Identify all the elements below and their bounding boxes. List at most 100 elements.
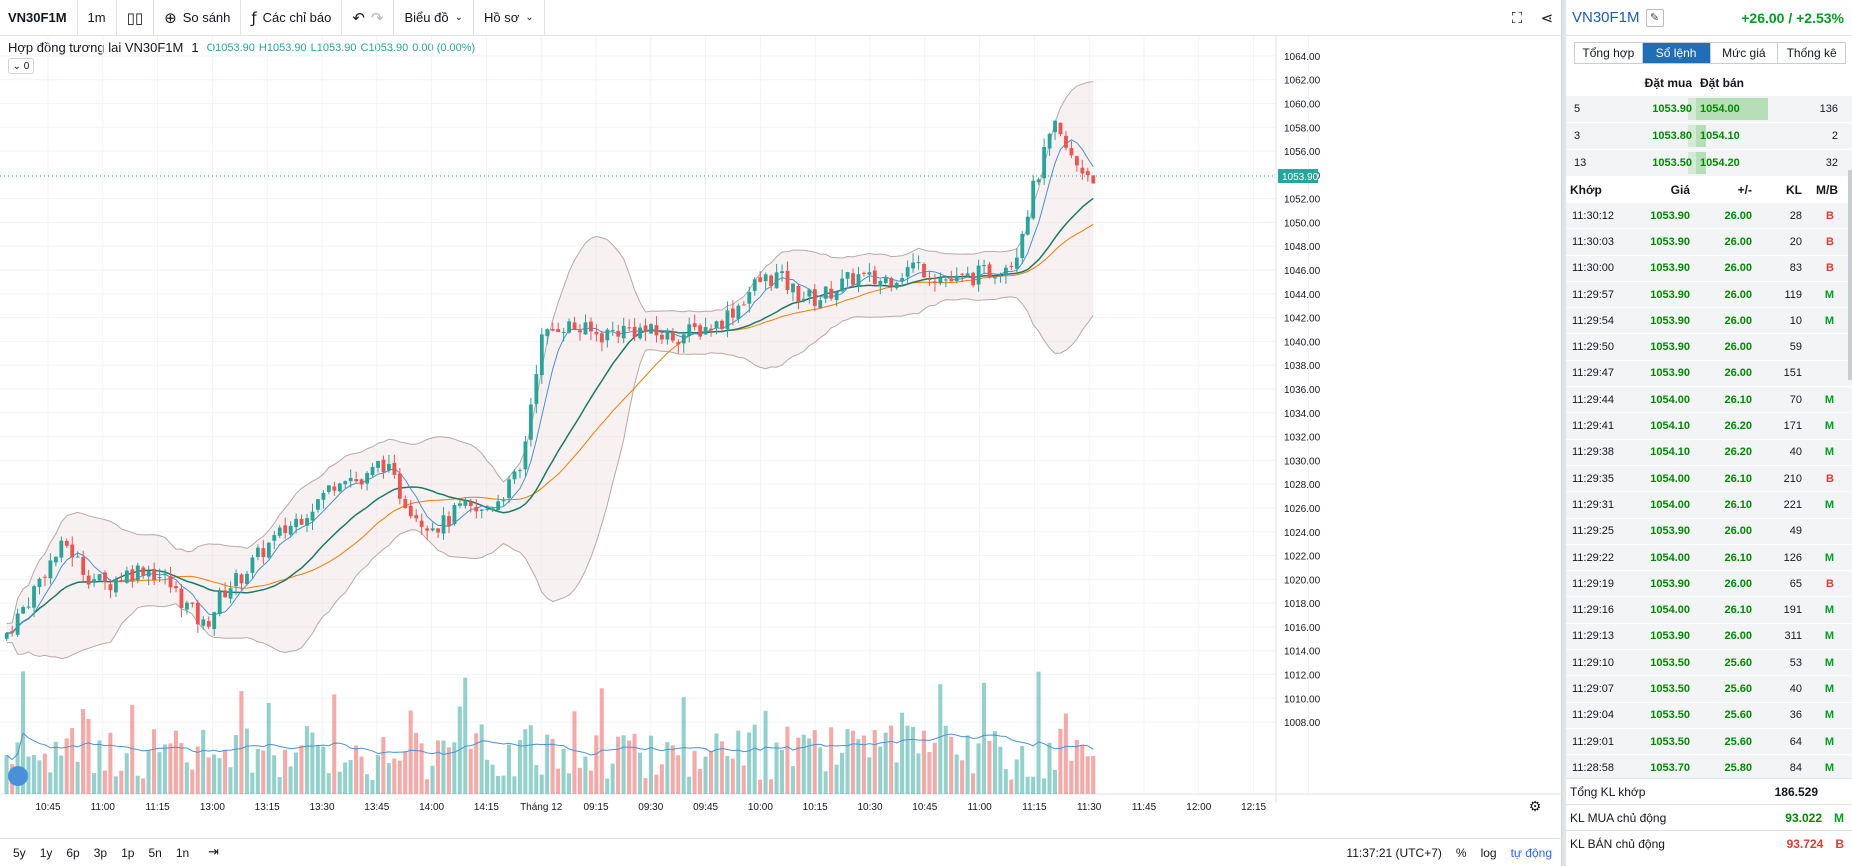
volume-bar (326, 773, 331, 794)
range-button-1n[interactable]: 1n (175, 845, 190, 860)
volume-bar (430, 765, 435, 794)
orderbook-row[interactable]: 13 1053.50 1054.20 32 (1566, 150, 1852, 176)
chart-menu-button[interactable]: Biểu đồ ⌄ (394, 0, 474, 36)
candle-body (310, 511, 315, 521)
trade-change: 26.00 (1724, 235, 1752, 248)
candles (4, 120, 1096, 642)
trade-row[interactable]: 11:30:03 1053.90 26.00 20 B (1566, 229, 1852, 256)
range-button-1p[interactable]: 1p (121, 845, 135, 860)
trade-row[interactable]: 11:29:13 1053.90 26.00 311 M (1566, 623, 1852, 651)
summary-sell-tag: B (1835, 836, 1844, 851)
trade-row[interactable]: 11:29:47 1053.90 26.00 151 (1566, 360, 1852, 388)
trade-price: 1053.90 (1650, 314, 1690, 327)
time-tick: 13:15 (255, 802, 280, 813)
trade-row[interactable]: 11:28:58 1053.70 25.80 84 M (1566, 755, 1852, 778)
price-tick: 1016.00 (1284, 623, 1321, 634)
range-button-1y[interactable]: 1y (39, 845, 53, 860)
trade-row[interactable]: 11:29:50 1053.90 26.00 59 (1566, 334, 1852, 361)
legend-title[interactable]: Hợp đồng tương lai VN30F1M (8, 40, 184, 55)
candle-body (474, 506, 479, 512)
chart-type-button[interactable]: ▯▯ (117, 0, 155, 36)
candle-body (627, 327, 632, 329)
clock[interactable]: 11:37:21 (UTC+7) (1346, 846, 1442, 860)
trade-row[interactable]: 11:29:44 1054.00 26.10 70 M (1566, 387, 1852, 414)
legend-ohlc: O1053.90 H1053.90 L1053.90 C1053.90 0.00 (0.… (207, 42, 480, 54)
time-axis[interactable]: 10:45 11:00 11:15 13:00 13:15 13:30 13:45 14:00… (35, 802, 1266, 813)
profile-menu-button[interactable]: Hồ sơ ⌄ (474, 0, 545, 36)
price-chart[interactable]: 1064.001062.001060.001058.001056.001054.… (0, 36, 1562, 838)
trade-change: 26.00 (1724, 525, 1752, 538)
trade-row[interactable]: 11:29:54 1053.90 26.00 10 M (1566, 308, 1852, 335)
volume-bar (637, 752, 643, 794)
candle-body (561, 331, 566, 333)
chart-area[interactable]: VN30F1M 1m ▯▯ ⊕ So sánh ƒ Các chỉ báo ↶ ↷ B… (0, 0, 1562, 866)
volume-bar (900, 712, 905, 794)
trade-row[interactable]: 11:30:12 1053.90 26.00 28 B (1566, 203, 1852, 230)
trade-change: 25.80 (1724, 761, 1752, 774)
candle-body (1003, 267, 1008, 276)
volume-bar (534, 765, 539, 794)
goto-date-icon[interactable]: ⇥ (208, 845, 220, 860)
legend-change: 0.00 (0.00%) (412, 41, 476, 54)
trade-row[interactable]: 11:29:35 1054.00 26.10 210 B (1566, 465, 1852, 493)
trade-row[interactable]: 11:30:00 1053.90 26.00 83 B (1566, 255, 1852, 282)
trade-time: 11:29:31 (1572, 498, 1615, 511)
orderbook-row[interactable]: 3 1053.80 1054.10 2 (1566, 123, 1852, 149)
orderbook-row[interactable]: 5 1053.90 1054.00 136 (1566, 96, 1852, 122)
legend-toggle-button[interactable]: ⌄ 0 (8, 58, 34, 74)
trade-row[interactable]: 11:29:22 1054.00 26.10 126 M (1566, 544, 1852, 572)
auto-scale-toggle[interactable]: tự động (1510, 846, 1552, 860)
settings-icon[interactable]: ⚙ (1529, 799, 1542, 815)
indicators-button[interactable]: ƒ Các chỉ báo (241, 0, 343, 36)
trade-row[interactable]: 11:29:41 1054.10 26.20 171 M (1566, 413, 1852, 440)
panel-tab-2[interactable]: Mức giá (1711, 43, 1779, 63)
trade-row[interactable]: 11:29:07 1053.50 25.60 40 M (1566, 676, 1852, 703)
panel-tab-0[interactable]: Tổng hợp (1575, 43, 1643, 63)
volume-bar (452, 742, 457, 794)
volume-bar (321, 746, 326, 794)
volume-bar (643, 778, 648, 794)
time-tick: 11:15 (145, 802, 170, 813)
undo-icon[interactable]: ↶ (352, 8, 365, 27)
candle-body (949, 278, 954, 282)
trades-scrollbar[interactable] (1848, 170, 1852, 380)
symbol-search[interactable]: VN30F1M (0, 0, 78, 36)
range-button-3p[interactable]: 3p (93, 845, 108, 860)
volume-bar (435, 740, 440, 794)
panel-tab-3[interactable]: Thống kê (1786, 46, 1837, 60)
trade-row[interactable]: 11:29:16 1054.00 26.10 191 M (1566, 597, 1852, 624)
candle-body (829, 288, 834, 299)
candle-body (862, 272, 866, 274)
candle-body (223, 590, 228, 598)
interval-selector[interactable]: 1m (78, 0, 117, 36)
volume-bar (889, 725, 894, 794)
candle-body (665, 330, 670, 340)
brand-logo-icon (8, 766, 28, 786)
panel-header: VN30F1M ✎ +26.00 / +2.53% (1566, 0, 1852, 36)
percent-toggle[interactable]: % (1455, 846, 1467, 860)
redo-icon[interactable]: ↷ (370, 8, 384, 27)
volume-bar (823, 771, 828, 794)
panel-tab-1[interactable]: Sổ lệnh (1642, 43, 1711, 63)
trade-row[interactable]: 11:29:57 1053.90 26.00 119 M (1566, 281, 1852, 309)
trade-row[interactable]: 11:29:19 1053.90 26.00 65 B (1566, 571, 1852, 598)
trade-row[interactable]: 11:29:01 1053.50 25.60 64 M (1566, 728, 1852, 756)
range-button-5n[interactable]: 5n (148, 845, 162, 860)
compare-button[interactable]: ⊕ So sánh (154, 0, 242, 36)
range-button-5y[interactable]: 5y (13, 845, 26, 860)
candle-body (152, 568, 157, 581)
edit-icon[interactable]: ✎ (1645, 8, 1664, 27)
trade-row[interactable]: 11:29:04 1053.50 25.60 36 M (1566, 702, 1852, 729)
range-button-6p[interactable]: 6p (66, 845, 80, 860)
log-toggle[interactable]: log (1480, 846, 1497, 860)
share-icon[interactable]: ⋖ (1540, 9, 1554, 27)
trade-row[interactable]: 11:29:25 1053.90 26.00 49 (1566, 518, 1852, 545)
trade-row[interactable]: 11:29:10 1053.50 25.60 53 M (1566, 650, 1852, 677)
price-axis[interactable]: 1064.001062.001060.001058.001056.001054.… (1284, 52, 1321, 729)
candle-body (780, 271, 784, 274)
trades-list[interactable]: 11:30:12 1053.90 26.00 28 B 11:30:03 1053.90 26… (1566, 203, 1852, 778)
trade-row[interactable]: 11:29:38 1054.10 26.20 40 M (1566, 439, 1852, 466)
fullscreen-icon[interactable]: ⛶ (1511, 9, 1523, 27)
volume-bar (998, 746, 1003, 794)
trade-row[interactable]: 11:29:31 1054.00 26.10 221 M (1566, 492, 1852, 519)
